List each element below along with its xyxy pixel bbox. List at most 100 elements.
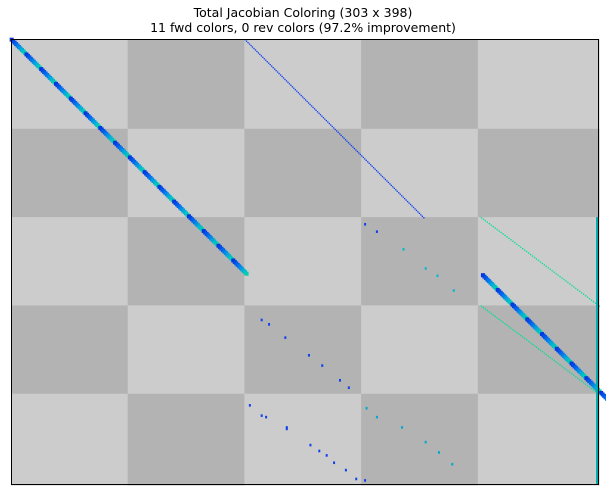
nonzero-mark [584,295,587,297]
nonzero-mark [586,296,589,298]
nonzero-mark [559,275,561,278]
nonzero-mark [401,426,404,429]
jacobian-block [11,305,129,395]
nonzero-mark [581,380,583,382]
nonzero-mark [582,381,585,384]
nonzero-mark [567,370,569,372]
nonzero-mark [535,258,538,260]
jacobian-block [244,217,362,306]
nonzero-mark [353,147,356,150]
nonzero-mark [565,368,567,371]
nonzero-mark [598,393,601,396]
nonzero-mark [294,89,296,91]
nonzero-mark [383,177,385,179]
nonzero-mark [486,309,489,312]
nonzero-mark [563,278,565,281]
nonzero-mark [579,379,581,381]
nonzero-mark [248,43,251,45]
nonzero-mark [306,100,308,103]
nonzero-mark [263,58,265,60]
nonzero-mark [291,86,294,88]
nonzero-mark [321,364,324,367]
nonzero-mark [364,479,367,482]
nonzero-mark [269,64,271,66]
nonzero-mark [355,477,358,481]
nonzero-mark [424,267,427,270]
nonzero-mark [349,143,351,145]
nonzero-mark [396,190,398,192]
nonzero-mark [482,306,485,309]
jacobian-block [361,128,479,218]
nonzero-mark [384,178,387,181]
nonzero-mark [408,202,410,204]
nonzero-mark [338,379,341,382]
nonzero-mark [575,287,577,290]
nonzero-mark [575,376,577,378]
nonzero-mark [551,358,553,360]
nonzero-mark [393,187,395,189]
jacobian-block [127,305,245,395]
nonzero-mark [282,77,285,79]
nonzero-mark [296,90,298,92]
nonzero-mark [325,454,328,457]
nonzero-mark [374,168,376,170]
nonzero-mark [541,262,544,265]
nonzero-mark [387,181,390,184]
nonzero-mark [557,362,559,365]
nonzero-mark [405,199,407,201]
nonzero-mark [480,217,483,219]
nonzero-mark [577,289,579,291]
nonzero-mark [535,346,538,348]
nonzero-mark [555,273,557,275]
jacobian-block [244,393,362,486]
nonzero-mark [412,206,415,209]
nonzero-mark [415,209,418,212]
nonzero-mark [494,315,496,318]
nonzero-mark [514,242,516,244]
nonzero-mark [375,230,378,233]
nonzero-mark [390,184,393,187]
jacobian-block [361,217,479,306]
nonzero-mark [590,299,593,301]
jacobian-block [361,393,479,486]
nonzero-mark [347,386,350,389]
nonzero-mark [333,127,335,129]
nonzero-mark [309,103,311,106]
nonzero-mark [251,46,254,48]
nonzero-mark [510,239,512,241]
nonzero-mark [577,377,579,379]
nonzero-mark [259,53,261,56]
nonzero-mark [341,136,344,138]
nonzero-mark [377,171,379,173]
nonzero-mark [297,91,299,94]
nonzero-mark [482,218,485,220]
nonzero-mark [436,274,439,278]
nonzero-mark [364,158,366,160]
nonzero-mark [268,62,270,64]
nonzero-mark [502,321,504,323]
nonzero-mark [504,323,506,325]
jacobian-block [477,128,600,218]
nonzero-mark [527,252,530,254]
nonzero-mark [398,192,400,194]
nonzero-mark [496,228,498,231]
nonzero-mark [338,133,341,135]
nonzero-mark [506,236,508,238]
nonzero-mark [256,50,258,53]
nonzero-mark [553,359,555,362]
nonzero-mark [504,234,506,237]
nonzero-mark [248,404,251,407]
nonzero-mark [488,311,490,313]
nonzero-mark [260,55,263,57]
nonzero-mark [603,395,606,400]
nonzero-mark [324,118,326,120]
nonzero-mark [330,124,332,126]
nonzero-mark [533,256,536,259]
nonzero-mark [279,74,282,76]
nonzero-mark [494,227,496,229]
nonzero-mark [516,331,518,334]
nonzero-mark [537,348,540,350]
jacobian-block [361,39,479,130]
nonzero-mark [288,83,291,85]
